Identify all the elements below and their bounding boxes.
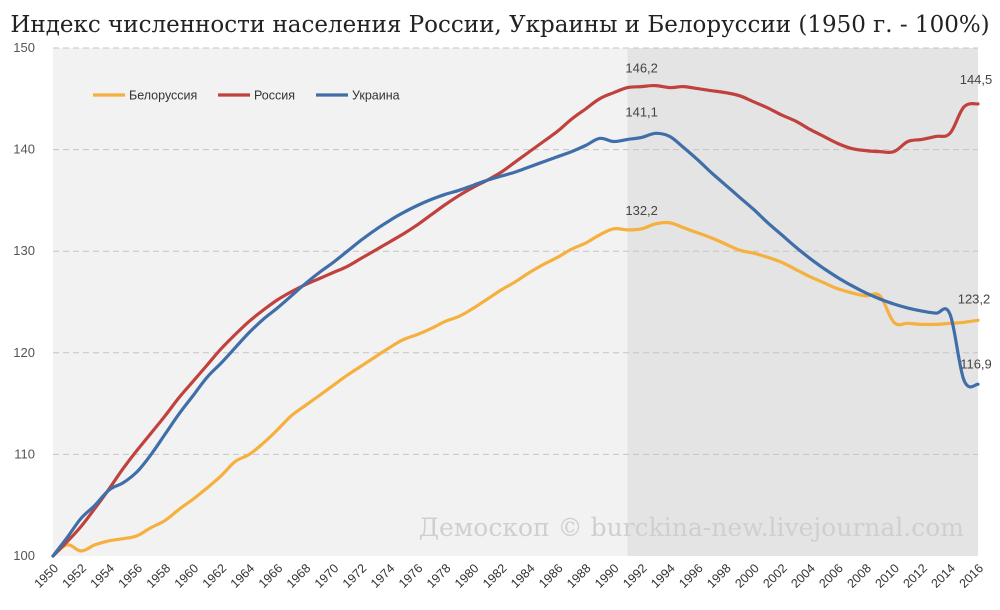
series-lines (51, 83, 980, 558)
y-tick-label: 110 (14, 446, 35, 461)
series-line-Россия (51, 83, 980, 558)
y-tick-label: 120 (13, 345, 35, 360)
x-tick-label: 1954 (88, 561, 118, 591)
x-tick-label: 1952 (60, 561, 90, 591)
x-tick-label: 1972 (340, 561, 370, 591)
x-tick-label: 1956 (116, 561, 146, 591)
x-tick-label: 1988 (564, 561, 594, 591)
watermark: Демоскоп © burckina-new.livejournal.com (419, 513, 965, 542)
legend-label: Украина (352, 89, 400, 103)
x-tick-label: 1966 (256, 561, 286, 591)
y-tick-label: 100 (13, 548, 35, 563)
y-tick-label: 150 (13, 40, 35, 55)
series-line-Украина (51, 131, 980, 558)
x-tick-label: 1976 (396, 561, 426, 591)
legend-label: Белоруссия (129, 89, 197, 103)
x-tick-label: 1996 (676, 561, 706, 591)
x-tick-label: 1986 (536, 561, 566, 591)
data-label: 146,2 (625, 61, 658, 76)
x-tick-label: 2012 (900, 561, 930, 591)
chart-title: Индекс численности населения России, Укр… (10, 12, 990, 38)
x-tick-label: 2010 (872, 561, 902, 591)
x-tick-label: 2002 (760, 561, 790, 591)
data-label: 144,5 (960, 72, 993, 87)
x-tick-label: 1984 (508, 561, 538, 591)
x-tick-label: 1994 (648, 561, 678, 591)
legend-label: Россия (254, 89, 295, 103)
x-tick-label: 1960 (172, 561, 202, 591)
data-labels: 146,2 141,1 132,2 144,5 123,2 116,9 (625, 61, 992, 372)
series-line-Белоруссия (51, 220, 980, 558)
data-label: 141,1 (625, 104, 658, 119)
gridlines (53, 47, 978, 455)
x-tick-label: 2008 (844, 561, 874, 591)
x-tick-label: 1950 (32, 561, 62, 591)
data-label: 123,2 (958, 291, 991, 306)
x-tick-label: 2014 (929, 561, 959, 591)
x-tick-label: 1968 (284, 561, 314, 591)
y-axis-ticks: 100 110 120 130 140 150 (13, 40, 35, 563)
y-tick-label: 130 (13, 243, 35, 258)
x-tick-label: 1982 (480, 561, 510, 591)
x-tick-label: 2004 (788, 561, 818, 591)
x-tick-label: 1962 (200, 561, 230, 591)
x-tick-label: 1970 (312, 561, 342, 591)
data-label: 116,9 (960, 356, 992, 371)
x-tick-label: 1992 (620, 561, 650, 591)
x-tick-label: 1980 (452, 561, 482, 591)
x-tick-label: 1958 (144, 561, 174, 591)
x-tick-label: 1990 (592, 561, 622, 591)
x-tick-label: 1964 (228, 561, 258, 591)
x-tick-label: 2016 (957, 561, 987, 591)
data-label: 132,2 (625, 203, 658, 218)
shaded-period (627, 48, 978, 556)
x-tick-label: 2006 (816, 561, 846, 591)
x-tick-label: 2000 (732, 561, 762, 591)
x-tick-label: 1998 (704, 561, 734, 591)
x-tick-label: 1974 (368, 561, 398, 591)
x-tick-label: 1978 (424, 561, 454, 591)
legend: Белоруссия Россия Украина (93, 89, 400, 103)
x-axis-ticks: 1950195219541956195819601962196419661968… (32, 561, 987, 591)
y-tick-label: 140 (13, 142, 35, 157)
